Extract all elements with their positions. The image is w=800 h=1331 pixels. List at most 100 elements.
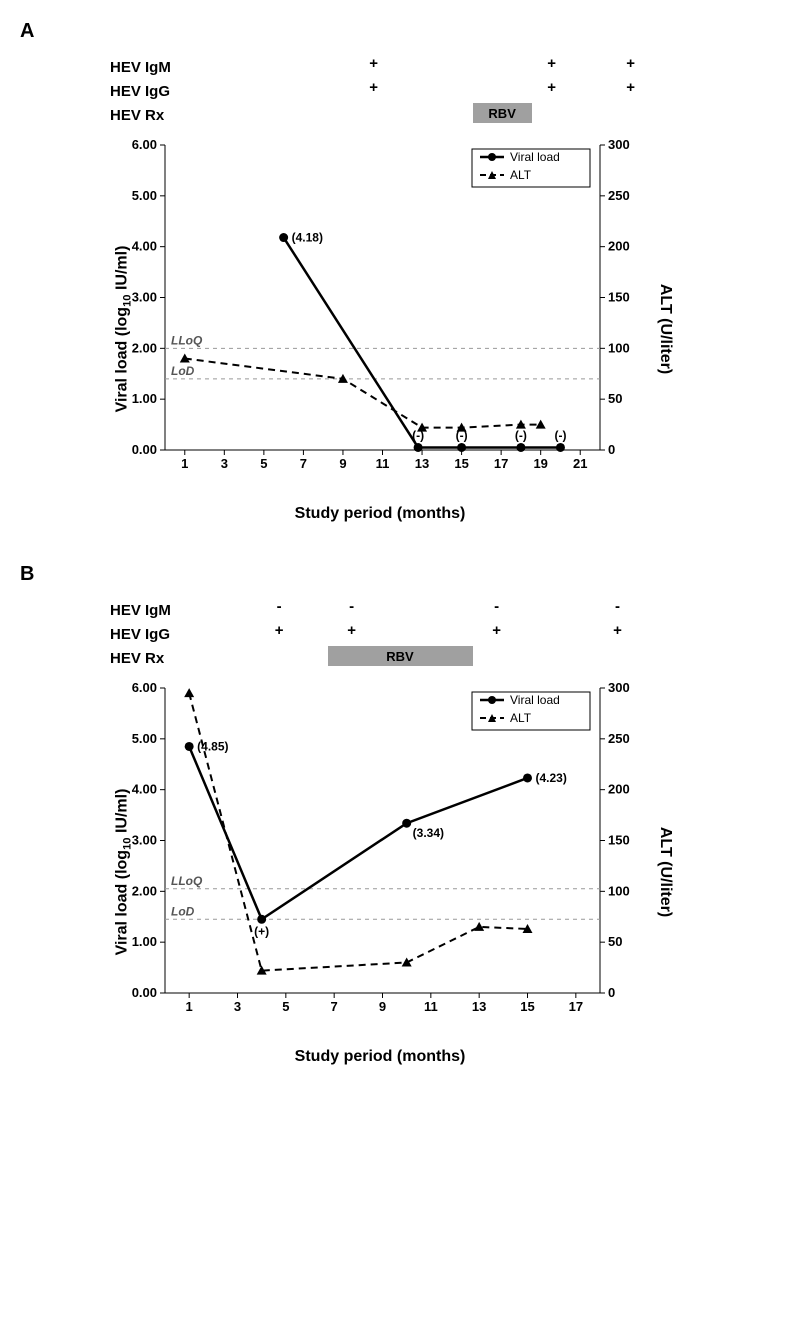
marker-symbol: -: [277, 598, 282, 615]
svg-text:5: 5: [282, 999, 289, 1014]
point-label: (3.34): [413, 826, 444, 840]
svg-text:15: 15: [454, 456, 468, 471]
rbv-bar: RBV: [328, 646, 473, 666]
marker-row: HEV IgG+++: [110, 79, 780, 103]
alt-marker: [402, 958, 412, 967]
marker-symbol: -: [615, 598, 620, 615]
marker-track: +++: [255, 55, 780, 79]
svg-text:7: 7: [331, 999, 338, 1014]
svg-text:5.00: 5.00: [132, 731, 157, 746]
panel-label: A: [20, 20, 780, 43]
chart-svg: LLoQLoD0.001.002.003.004.005.006.0005010…: [110, 678, 650, 1018]
svg-text:150: 150: [608, 833, 630, 848]
marker-symbol: +: [626, 79, 635, 96]
point-label: (-): [554, 428, 566, 442]
point-label: (-): [515, 428, 527, 442]
svg-text:1: 1: [186, 999, 193, 1014]
rx-label: HEV Rx: [110, 650, 200, 667]
viral-marker: [414, 443, 423, 452]
svg-text:3: 3: [221, 456, 228, 471]
svg-text:200: 200: [608, 239, 630, 254]
x-axis-label: Study period (months): [110, 1048, 650, 1066]
y-right-axis-label: ALT (U/liter): [656, 827, 674, 917]
point-label: (4.23): [536, 771, 567, 785]
marker-row-label: HEV IgM: [110, 602, 200, 619]
marker-symbol: +: [492, 622, 501, 639]
svg-text:0.00: 0.00: [132, 985, 157, 1000]
svg-text:13: 13: [415, 456, 429, 471]
svg-text:200: 200: [608, 782, 630, 797]
marker-symbol: +: [626, 55, 635, 72]
marker-track: ++++: [255, 622, 780, 646]
marker-track: ----: [255, 598, 780, 622]
svg-text:5.00: 5.00: [132, 188, 157, 203]
svg-text:50: 50: [608, 391, 622, 406]
viral-marker: [457, 443, 466, 452]
marker-row: HEV IgG++++: [110, 622, 780, 646]
svg-text:1.00: 1.00: [132, 391, 157, 406]
alt-marker: [338, 374, 348, 383]
alt-series: [185, 359, 541, 428]
svg-text:250: 250: [608, 188, 630, 203]
panel-label: B: [20, 563, 780, 586]
viral-marker: [402, 819, 411, 828]
marker-symbol: -: [494, 598, 499, 615]
alt-marker: [184, 688, 194, 697]
chart-svg: LLoQLoD0.001.002.003.004.005.006.0005010…: [110, 135, 650, 475]
svg-text:300: 300: [608, 137, 630, 152]
viral-marker: [257, 915, 266, 924]
svg-text:4.00: 4.00: [132, 239, 157, 254]
svg-text:6.00: 6.00: [132, 137, 157, 152]
point-label: (+): [254, 924, 269, 938]
rx-label: HEV Rx: [110, 107, 200, 124]
marker-symbol: +: [369, 79, 378, 96]
svg-text:100: 100: [608, 883, 630, 898]
marker-row: HEV IgM+++: [110, 55, 780, 79]
svg-text:2.00: 2.00: [132, 883, 157, 898]
y-left-axis-label: Viral load (log10 IU/ml): [113, 789, 133, 956]
svg-text:7: 7: [300, 456, 307, 471]
svg-text:50: 50: [608, 934, 622, 949]
marker-rows: HEV IgM+++HEV IgG+++HEV RxRBV: [110, 55, 780, 127]
rx-row: HEV Rx RBV: [110, 646, 780, 670]
chart-wrap: Viral load (log10 IU/ml)ALT (U/liter)LLo…: [110, 678, 650, 1066]
svg-text:17: 17: [494, 456, 508, 471]
svg-text:13: 13: [472, 999, 486, 1014]
svg-text:0.00: 0.00: [132, 442, 157, 457]
point-label: (4.18): [292, 231, 323, 245]
marker-symbol: +: [613, 622, 622, 639]
svg-text:15: 15: [520, 999, 534, 1014]
ref-line-label: LLoQ: [171, 874, 203, 888]
viral-marker: [523, 773, 532, 782]
viral-marker: [185, 742, 194, 751]
svg-text:3.00: 3.00: [132, 290, 157, 305]
svg-text:100: 100: [608, 340, 630, 355]
point-label: (4.85): [197, 739, 228, 753]
marker-track: +++: [255, 79, 780, 103]
svg-text:0: 0: [608, 985, 615, 1000]
svg-text:21: 21: [573, 456, 587, 471]
svg-text:150: 150: [608, 290, 630, 305]
svg-text:250: 250: [608, 731, 630, 746]
chart-wrap: Viral load (log10 IU/ml)ALT (U/liter)LLo…: [110, 135, 650, 523]
legend-item: ALT: [510, 168, 532, 182]
ref-line-label: LoD: [171, 364, 195, 378]
svg-text:2.00: 2.00: [132, 340, 157, 355]
marker-row: HEV IgM----: [110, 598, 780, 622]
marker-row-label: HEV IgM: [110, 59, 200, 76]
rbv-bar: RBV: [473, 103, 532, 123]
legend-item: Viral load: [510, 693, 560, 707]
svg-text:11: 11: [376, 456, 390, 471]
rx-track: RBV: [255, 646, 780, 670]
svg-text:17: 17: [569, 999, 583, 1014]
viral-series: [189, 746, 527, 919]
point-label: (-): [412, 428, 424, 442]
marker-symbol: +: [369, 55, 378, 72]
point-label: (-): [456, 428, 468, 442]
viral-marker: [516, 443, 525, 452]
panel-A: AHEV IgM+++HEV IgG+++HEV RxRBVViral load…: [20, 20, 780, 523]
svg-text:19: 19: [533, 456, 547, 471]
rx-track: RBV: [255, 103, 780, 127]
marker-rows: HEV IgM----HEV IgG++++HEV RxRBV: [110, 598, 780, 670]
svg-text:5: 5: [260, 456, 267, 471]
